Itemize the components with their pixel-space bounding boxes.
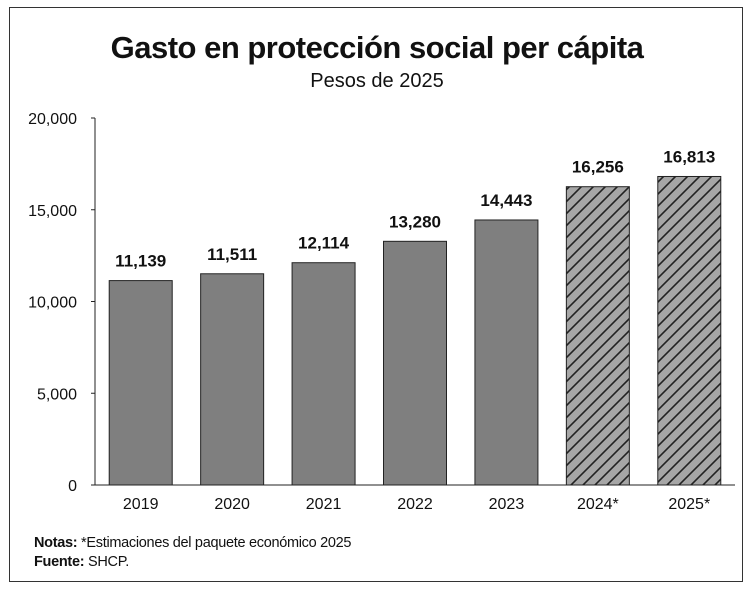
y-tick-label: 0 xyxy=(68,478,77,495)
bar xyxy=(200,273,265,486)
y-tick-label: 10,000 xyxy=(28,295,77,312)
chart-value-labels: 11,139 11,511 12,114 13,280 14,443 16,256 16,8… xyxy=(115,147,715,270)
x-tick-label: 2023 xyxy=(489,496,525,513)
bar-value-label: 16,813 xyxy=(663,147,715,166)
y-tick-label: 15,000 xyxy=(28,203,77,220)
bar-value-label: 14,443 xyxy=(480,191,532,210)
source-text: SHCP. xyxy=(84,554,129,570)
bar-value-label: 11,139 xyxy=(115,252,166,271)
notes-line: Notas: *Estimaciones del paquete económi… xyxy=(34,534,351,553)
bar-value-label: 16,256 xyxy=(572,158,624,177)
x-tick-label: 2021 xyxy=(306,496,342,513)
chart-subtitle: Pesos de 2025 xyxy=(310,70,444,92)
source-label: Fuente: xyxy=(34,554,85,570)
notes-label: Notas: xyxy=(34,535,78,551)
bar-value-label: 11,511 xyxy=(207,245,257,264)
bar-estimated xyxy=(565,186,630,486)
x-tick-label: 2020 xyxy=(214,496,250,513)
y-tick-label: 20,000 xyxy=(28,111,77,128)
bar xyxy=(108,280,173,486)
x-tick-label: 2025* xyxy=(668,496,710,513)
bar-value-label: 13,280 xyxy=(389,212,441,231)
bar xyxy=(474,219,539,486)
x-tick-label: 2024* xyxy=(577,496,619,513)
chart-bars xyxy=(108,175,722,486)
bar xyxy=(291,262,356,486)
bar-estimated xyxy=(657,175,722,486)
source-line: Fuente: SHCP. xyxy=(34,553,351,572)
bar-value-label: 12,114 xyxy=(298,234,350,253)
notes-text: *Estimaciones del paquete económico 2025 xyxy=(77,535,352,551)
chart-notes: Notas: *Estimaciones del paquete económi… xyxy=(34,534,351,572)
x-tick-label: 2022 xyxy=(397,496,433,513)
chart-title: Gasto en protección social per cápita xyxy=(110,30,644,65)
y-tick-label: 5,000 xyxy=(37,386,77,403)
bar xyxy=(383,240,447,486)
x-tick-label: 2019 xyxy=(123,496,159,513)
